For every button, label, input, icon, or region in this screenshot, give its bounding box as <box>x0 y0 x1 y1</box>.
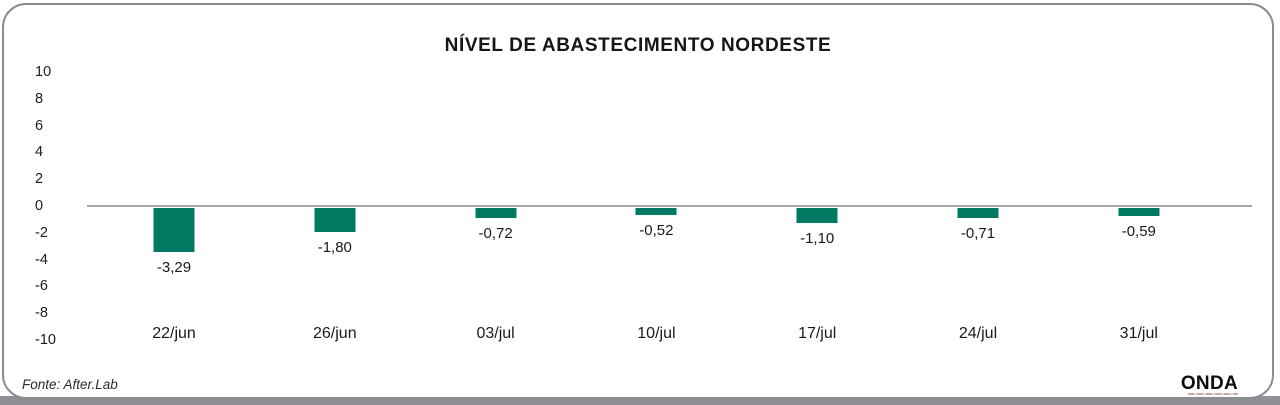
x-axis-label: 17/jul <box>798 325 837 342</box>
y-tick-label: -2 <box>35 224 48 241</box>
source-note: Fonte: After.Lab <box>22 377 118 392</box>
zero-axis-line <box>87 205 1252 207</box>
x-axis-label: 31/jul <box>1119 325 1158 342</box>
brand-logo: ONDA <box>1180 373 1238 394</box>
x-axis-label: 22/jun <box>152 325 196 342</box>
y-tick-label: -6 <box>35 278 48 295</box>
x-axis-label: 03/jul <box>476 325 515 342</box>
brand-underline <box>1188 393 1238 395</box>
bar-value-label: -3,29 <box>156 259 192 277</box>
bar-24/jul <box>957 208 999 218</box>
bar-03/jul <box>475 208 517 218</box>
x-axis-label: 26/jun <box>313 325 357 342</box>
y-tick-label: 6 <box>35 117 44 134</box>
bar-value-label: -0,59 <box>1121 222 1156 240</box>
bar-value-label: -1,80 <box>317 239 352 257</box>
bottom-accent-bar <box>0 396 1280 405</box>
x-axis-label: 24/jul <box>958 325 998 342</box>
y-tick-label: -8 <box>35 305 48 322</box>
chart-title: NÍVEL DE ABASTECIMENTO NORDESTE <box>444 35 832 56</box>
y-tick-label: 4 <box>35 144 44 161</box>
bar-31/jul <box>1118 208 1160 216</box>
y-tick-label: 0 <box>35 198 44 214</box>
y-tick-label: 2 <box>35 171 44 188</box>
chart-card: NÍVEL DE ABASTECIMENTO NORDESTE 10 8 6 4 2 0 -… <box>2 3 1274 399</box>
bar-17/jul <box>796 208 838 223</box>
bar-value-label: -1,10 <box>800 229 835 247</box>
bar-value-label: -0,52 <box>639 221 674 239</box>
x-axis-label: 10/jul <box>637 325 676 342</box>
y-tick-label: 8 <box>35 90 44 107</box>
y-tick-label: 10 <box>35 64 52 80</box>
bar-value-label: -0,72 <box>478 224 513 242</box>
bar-value-label: -0,71 <box>960 224 996 242</box>
bar-22/jun <box>153 208 195 253</box>
y-tick-label: -4 <box>35 251 48 268</box>
bar-26/jun <box>314 208 356 233</box>
y-tick-label: -10 <box>35 332 56 348</box>
bar-10/jul <box>635 208 677 215</box>
